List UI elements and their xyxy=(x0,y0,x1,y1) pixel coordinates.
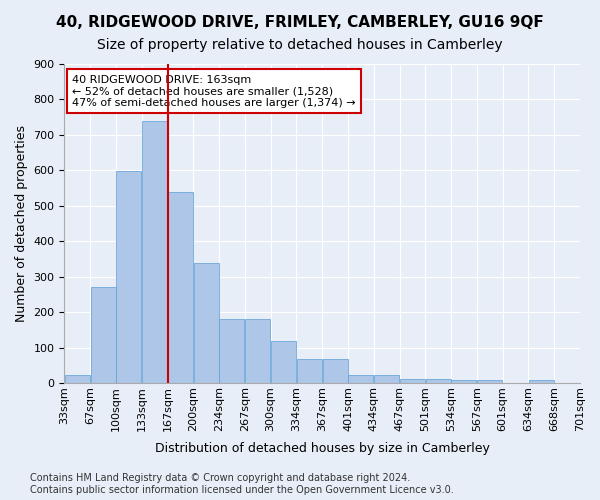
Bar xyxy=(400,379,425,383)
Bar xyxy=(451,380,476,383)
Bar xyxy=(91,286,116,383)
Bar xyxy=(168,192,193,383)
Bar xyxy=(374,376,399,383)
Text: Contains HM Land Registry data © Crown copyright and database right 2024.
Contai: Contains HM Land Registry data © Crown c… xyxy=(30,474,454,495)
Text: 40 RIDGEWOOD DRIVE: 163sqm
← 52% of detached houses are smaller (1,528)
47% of s: 40 RIDGEWOOD DRIVE: 163sqm ← 52% of deta… xyxy=(72,74,356,108)
Bar xyxy=(142,122,167,383)
Bar xyxy=(477,380,502,383)
Bar xyxy=(245,320,270,383)
Text: Size of property relative to detached houses in Camberley: Size of property relative to detached ho… xyxy=(97,38,503,52)
Bar xyxy=(220,320,244,383)
Bar xyxy=(426,379,451,383)
X-axis label: Distribution of detached houses by size in Camberley: Distribution of detached houses by size … xyxy=(155,442,490,455)
Bar xyxy=(65,376,90,383)
Text: 40, RIDGEWOOD DRIVE, FRIMLEY, CAMBERLEY, GU16 9QF: 40, RIDGEWOOD DRIVE, FRIMLEY, CAMBERLEY,… xyxy=(56,15,544,30)
Y-axis label: Number of detached properties: Number of detached properties xyxy=(15,125,28,322)
Bar xyxy=(323,359,347,383)
Bar xyxy=(529,380,554,383)
Bar xyxy=(349,376,373,383)
Bar xyxy=(271,342,296,383)
Bar xyxy=(194,264,218,383)
Bar xyxy=(116,172,142,383)
Bar xyxy=(297,359,322,383)
